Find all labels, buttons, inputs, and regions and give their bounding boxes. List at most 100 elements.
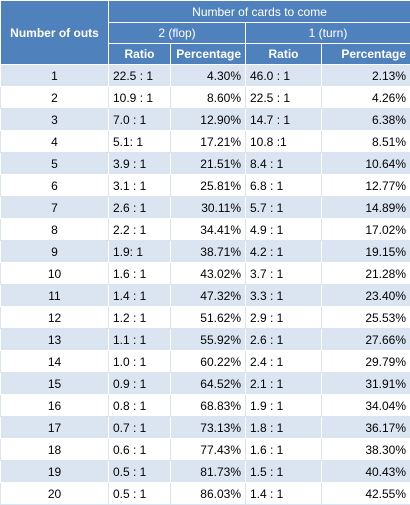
cell-turn-ratio: 1.4 : 1 (246, 483, 322, 505)
cell-flop-percentage: 38.71% (171, 241, 246, 263)
cell-turn-percentage: 14.89% (322, 197, 410, 219)
cell-number-of-outs: 2 (1, 87, 109, 109)
cell-flop-percentage: 51.62% (171, 307, 246, 329)
cell-number-of-outs: 3 (1, 109, 109, 131)
cell-turn-ratio: 4.2 : 1 (246, 241, 322, 263)
cell-turn-ratio: 5.7 : 1 (246, 197, 322, 219)
cell-turn-ratio: 14.7 : 1 (246, 109, 322, 131)
cell-turn-percentage: 17.02% (322, 219, 410, 241)
cell-turn-percentage: 10.64% (322, 153, 410, 175)
cell-number-of-outs: 4 (1, 131, 109, 153)
cell-number-of-outs: 18 (1, 439, 109, 461)
cell-flop-ratio: 0.5 : 1 (109, 483, 171, 505)
header-turn-percentage: Percentage (322, 44, 410, 65)
cell-flop-ratio: 1.9: 1 (109, 241, 171, 263)
cell-number-of-outs: 7 (1, 197, 109, 219)
cell-turn-percentage: 19.15% (322, 241, 410, 263)
cell-turn-percentage: 23.40% (322, 285, 410, 307)
cell-turn-ratio: 46.0 : 1 (246, 65, 322, 87)
cell-flop-percentage: 8.60% (171, 87, 246, 109)
cell-flop-ratio: 0.9 : 1 (109, 373, 171, 395)
cell-flop-percentage: 68.83% (171, 395, 246, 417)
cell-turn-percentage: 40.43% (322, 461, 410, 483)
cell-flop-percentage: 64.52% (171, 373, 246, 395)
cell-turn-percentage: 4.26% (322, 87, 410, 109)
cell-number-of-outs: 16 (1, 395, 109, 417)
cell-flop-percentage: 34.41% (171, 219, 246, 241)
cell-turn-ratio: 2.9 : 1 (246, 307, 322, 329)
table-header: Number of outs Number of cards to come 2… (1, 1, 410, 65)
header-flop-percentage: Percentage (171, 44, 246, 65)
cell-turn-ratio: 6.8 : 1 (246, 175, 322, 197)
cell-turn-percentage: 25.53% (322, 307, 410, 329)
header-number-of-outs: Number of outs (1, 1, 109, 65)
cell-flop-ratio: 1.0 : 1 (109, 351, 171, 373)
cell-flop-ratio: 2.2 : 1 (109, 219, 171, 241)
cell-flop-ratio: 22.5 : 1 (109, 65, 171, 87)
header-flop: 2 (flop) (109, 23, 246, 44)
cell-flop-ratio: 10.9 : 1 (109, 87, 171, 109)
cell-number-of-outs: 6 (1, 175, 109, 197)
cell-turn-ratio: 22.5 : 1 (246, 87, 322, 109)
cell-flop-percentage: 4.30% (171, 65, 246, 87)
cell-turn-ratio: 10.8 :1 (246, 131, 322, 153)
header-turn-ratio: Ratio (246, 44, 322, 65)
cell-flop-percentage: 21.51% (171, 153, 246, 175)
cell-turn-ratio: 2.1 : 1 (246, 373, 322, 395)
cell-flop-ratio: 7.0 : 1 (109, 109, 171, 131)
cell-number-of-outs: 12 (1, 307, 109, 329)
header-turn: 1 (turn) (246, 23, 410, 44)
cell-turn-percentage: 6.38% (322, 109, 410, 131)
cell-turn-ratio: 4.9 : 1 (246, 219, 322, 241)
cell-flop-ratio: 0.8 : 1 (109, 395, 171, 417)
cell-number-of-outs: 8 (1, 219, 109, 241)
cell-turn-percentage: 2.13% (322, 65, 410, 87)
cell-number-of-outs: 10 (1, 263, 109, 285)
cell-turn-ratio: 1.6 : 1 (246, 439, 322, 461)
cell-number-of-outs: 15 (1, 373, 109, 395)
header-flop-ratio: Ratio (109, 44, 171, 65)
cell-number-of-outs: 13 (1, 329, 109, 351)
cell-flop-percentage: 47.32% (171, 285, 246, 307)
cell-flop-ratio: 3.1 : 1 (109, 175, 171, 197)
cell-flop-percentage: 12.90% (171, 109, 246, 131)
cell-flop-ratio: 0.5 : 1 (109, 461, 171, 483)
cell-turn-ratio: 2.6 : 1 (246, 329, 322, 351)
cell-flop-percentage: 73.13% (171, 417, 246, 439)
cell-flop-percentage: 25.81% (171, 175, 246, 197)
cell-turn-percentage: 31.91% (322, 373, 410, 395)
cell-turn-ratio: 8.4 : 1 (246, 153, 322, 175)
cell-turn-percentage: 12.77% (322, 175, 410, 197)
cell-flop-ratio: 1.6 : 1 (109, 263, 171, 285)
cell-flop-percentage: 43.02% (171, 263, 246, 285)
cell-flop-percentage: 81.73% (171, 461, 246, 483)
cell-flop-ratio: 3.9 : 1 (109, 153, 171, 175)
cell-turn-percentage: 34.04% (322, 395, 410, 417)
cell-flop-percentage: 17.21% (171, 131, 246, 153)
cell-flop-percentage: 55.92% (171, 329, 246, 351)
cell-number-of-outs: 9 (1, 241, 109, 263)
cell-number-of-outs: 17 (1, 417, 109, 439)
cell-turn-percentage: 42.55% (322, 483, 410, 505)
cell-number-of-outs: 14 (1, 351, 109, 373)
cell-flop-ratio: 0.7 : 1 (109, 417, 171, 439)
cell-turn-percentage: 36.17% (322, 417, 410, 439)
cell-flop-ratio: 0.6 : 1 (109, 439, 171, 461)
